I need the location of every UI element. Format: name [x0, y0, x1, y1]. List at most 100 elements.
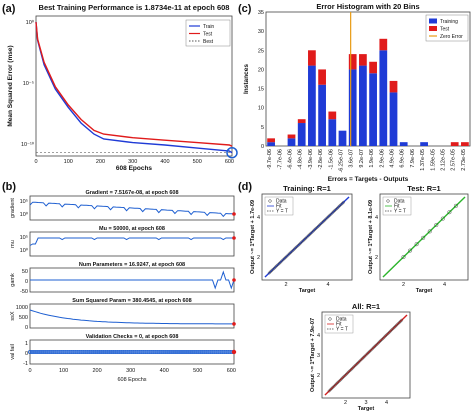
data-point: [434, 222, 439, 227]
x-tick-label-b: 100: [59, 368, 68, 374]
val-fail-point: [160, 349, 165, 354]
data-point: [400, 318, 404, 322]
subplot-title-b: Num Parameters = 16.9247, at epoch 608: [79, 262, 185, 268]
y-tick-label-b: 10⁵: [20, 198, 28, 205]
legend-swatch-c: [429, 18, 437, 24]
y-tick-label-c: 15: [258, 87, 264, 93]
val-fail-point: [54, 349, 59, 354]
val-fail-point: [90, 349, 95, 354]
bar-test: [287, 134, 296, 139]
val-fail-point: [211, 349, 216, 354]
bar-training: [369, 73, 377, 146]
x-tick-label-c: -3.9e-06: [308, 149, 314, 170]
val-fail-point: [134, 349, 139, 354]
data-point: [401, 254, 406, 259]
x-axis-label-a: 608 Epochs: [116, 165, 153, 172]
y-axis-label-c: Instances: [243, 64, 250, 94]
final-marker-b: [232, 236, 236, 240]
val-fail-point: [203, 349, 208, 354]
bar-training: [328, 119, 337, 146]
x-tick-label-c: 9.2e-07: [359, 149, 365, 168]
x-tick-label-a: 300: [128, 159, 137, 165]
val-fail-point: [215, 349, 220, 354]
series-line-test: [35, 22, 233, 147]
val-fail-point: [172, 349, 177, 354]
y-tick-label-b: 10⁵: [20, 234, 28, 241]
x-tick-label-d: 4: [326, 282, 329, 288]
val-fail-point: [120, 349, 125, 354]
val-fail-point: [36, 349, 41, 354]
data-point: [427, 229, 432, 234]
val-fail-point: [112, 349, 117, 354]
y-tick-label-c: 35: [258, 10, 264, 16]
val-fail-point: [130, 349, 135, 354]
legend-label-c: Test: [440, 27, 450, 33]
subplot-frame-b: [29, 303, 235, 329]
y-tick-label-c: 10: [258, 106, 264, 112]
y-axis-label-d: Output ~= 1*Target + 7.9e-07: [310, 318, 316, 392]
val-fail-point: [98, 349, 103, 354]
y-tick-label-d: 4: [375, 215, 378, 221]
bar-test: [308, 50, 316, 66]
final-marker-b: [232, 278, 236, 282]
val-fail-point: [44, 349, 49, 354]
x-axis-label-c: Errors = Targets - Outputs: [328, 176, 409, 183]
val-fail-point: [86, 349, 91, 354]
val-fail-point: [205, 349, 210, 354]
bar-training: [338, 130, 347, 146]
val-fail-point: [183, 349, 188, 354]
val-fail-point: [223, 349, 228, 354]
val-fail-point: [170, 349, 175, 354]
data-point: [440, 216, 445, 221]
x-tick-label-d: 4: [443, 282, 446, 288]
val-fail-point: [180, 349, 185, 354]
legend-label-d: Y = T: [276, 209, 288, 215]
panel-label-b: (b): [2, 181, 16, 193]
val-fail-point: [66, 349, 71, 354]
trace-line-b: [29, 237, 234, 246]
series-line-train: [35, 22, 233, 154]
x-tick-label-c: -6.25e-07: [339, 149, 345, 173]
x-tick-label-c: -6.4e-06: [288, 149, 294, 170]
data-point: [421, 235, 426, 240]
legend-d: [382, 196, 412, 216]
val-fail-point: [30, 349, 35, 354]
val-fail-point: [191, 349, 196, 354]
val-fail-point: [118, 349, 123, 354]
val-fail-point: [187, 349, 192, 354]
val-fail-point: [94, 349, 99, 354]
y-tick-label-d: 3: [317, 353, 320, 359]
legend-label-a: Test: [203, 32, 213, 38]
y-axis-label-b: gradient: [10, 198, 16, 218]
x-tick-label-c: -2.8e-06: [318, 149, 324, 170]
y-tick-label-d: 4: [317, 333, 320, 339]
subplot-frame-b: [29, 231, 235, 257]
legend-label-d: Fit: [394, 204, 400, 210]
val-fail-point: [174, 349, 179, 354]
val-fail-point: [104, 349, 109, 354]
val-fail-point: [114, 349, 119, 354]
final-marker-b: [232, 322, 236, 326]
val-fail-point: [27, 349, 32, 354]
val-fail-point: [34, 349, 39, 354]
legend-label-c: Zero Error: [440, 34, 463, 40]
legend-label-a: Best: [203, 39, 214, 45]
bar-test: [348, 54, 357, 70]
y-tick-label-b: 10⁰: [20, 211, 29, 218]
val-fail-point: [197, 349, 202, 354]
x-tick-label-c: -7.7e-06: [277, 149, 283, 170]
val-fail-point: [48, 349, 53, 354]
val-fail-point: [84, 349, 89, 354]
x-tick-label-c: 1.59e-05: [430, 149, 436, 171]
y-tick-label-b: 0: [25, 325, 28, 331]
val-fail-point: [116, 349, 121, 354]
legend-label-c: Training: [440, 19, 458, 25]
val-fail-point: [46, 349, 51, 354]
y-tick-label-a: 10⁻⁵: [23, 80, 34, 87]
y-tick-label-d: 2: [317, 373, 320, 379]
val-fail-point: [74, 349, 79, 354]
val-fail-point: [148, 349, 153, 354]
y-tick-label-d: 2: [257, 255, 260, 261]
val-fail-point: [166, 349, 171, 354]
val-fail-point: [96, 349, 101, 354]
